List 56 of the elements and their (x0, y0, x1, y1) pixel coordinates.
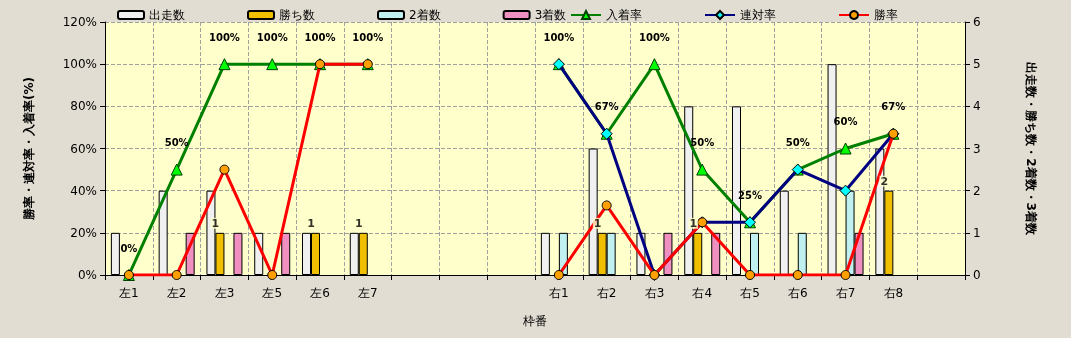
y2-tick-label: 3 (973, 141, 981, 156)
x-tick-label: 右2 (596, 286, 617, 300)
data-label: 100% (543, 31, 575, 43)
data-label: 100% (304, 31, 336, 43)
data-label: 60% (833, 116, 858, 127)
y2-axis-title: 出走数・勝ち数・2着数・3着数 (1024, 62, 1038, 236)
data-label: 100% (352, 31, 384, 43)
y-axis-title: 勝率・連対率・入着率(%) (22, 77, 36, 221)
legend-label: 勝率 (874, 8, 898, 22)
data-label: 1 (593, 216, 602, 230)
y-tick-label: 20% (70, 225, 97, 240)
x-tick-label: 右6 (787, 286, 808, 300)
data-label: 1 (354, 216, 363, 230)
data-label: 50% (785, 137, 810, 149)
data-label: 100% (256, 31, 288, 43)
x-tick-label: 右1 (549, 286, 569, 300)
data-label: 50% (164, 137, 189, 149)
y2-tick-label: 1 (973, 225, 981, 240)
data-label: 67% (881, 101, 906, 113)
x-tick-label: 右8 (883, 286, 904, 300)
data-label: 1 (307, 216, 315, 230)
data-label: 0% (120, 242, 138, 254)
data-label: 1 (689, 216, 698, 230)
legend-label: 連対率 (740, 8, 776, 22)
y-tick-label: 60% (70, 141, 97, 156)
data-label: 2 (880, 174, 889, 188)
x-tick-label: 左7 (357, 286, 378, 300)
y-tick-label: 100% (62, 57, 97, 72)
y-tick-label: 40% (70, 183, 97, 198)
data-label: 67% (594, 101, 619, 113)
y-tick-label: 120% (62, 15, 97, 29)
y2-tick-label: 4 (973, 99, 981, 114)
data-label: 1 (211, 216, 220, 230)
y-tick-label: 0% (77, 268, 97, 282)
x-tick-label: 右5 (740, 286, 760, 300)
legend-label: 3着数 (534, 8, 567, 22)
y2-tick-label: 0 (973, 268, 981, 282)
y2-tick-label: 2 (973, 183, 981, 198)
legend-label: 出走数 (149, 8, 185, 22)
y2-tick-label: 5 (973, 57, 981, 72)
x-axis-title: 枠番 (522, 314, 547, 328)
y-tick-label: 80% (70, 99, 97, 114)
x-tick-label: 右4 (692, 286, 713, 300)
x-tick-label: 左3 (214, 286, 235, 300)
data-label: 100% (208, 31, 240, 43)
x-tick-label: 左1 (119, 286, 139, 300)
x-tick-label: 左5 (262, 286, 283, 300)
legend-label: 勝ち数 (279, 8, 315, 22)
data-label: 100% (638, 31, 670, 43)
legend-label: 2着数 (409, 8, 441, 22)
x-tick-label: 右7 (835, 286, 856, 300)
x-tick-label: 右3 (644, 286, 665, 300)
x-tick-label: 左2 (166, 286, 187, 300)
x-tick-label: 左6 (310, 286, 330, 300)
y2-tick-label: 6 (973, 15, 981, 29)
legend-label: 入着率 (606, 8, 642, 22)
